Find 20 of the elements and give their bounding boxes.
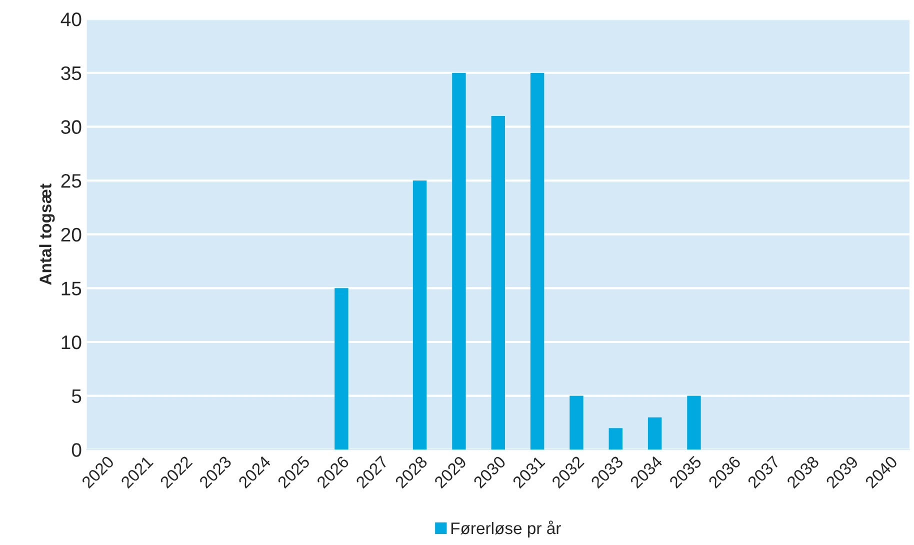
bar — [570, 396, 584, 450]
y-tick-label: 0 — [72, 443, 82, 457]
bar — [608, 428, 622, 450]
bar — [334, 288, 348, 450]
y-tick-label: 20 — [61, 228, 82, 242]
y-axis-title: Antal togsæt — [39, 184, 55, 285]
y-tick-label: 30 — [61, 120, 82, 134]
bar — [687, 396, 701, 450]
bar — [648, 417, 662, 450]
y-tick-label: 10 — [62, 335, 82, 350]
bar — [530, 72, 544, 450]
bar — [412, 180, 427, 450]
legend-label: Førerløse pr år — [451, 520, 561, 538]
bar — [452, 72, 466, 450]
y-tick-label: 35 — [61, 66, 82, 80]
bar — [491, 116, 505, 450]
y-tick-label: 5 — [72, 389, 82, 404]
y-tick-label: 40 — [60, 12, 82, 26]
y-tick-label: 15 — [62, 282, 82, 296]
y-tick-label: 25 — [61, 174, 82, 188]
